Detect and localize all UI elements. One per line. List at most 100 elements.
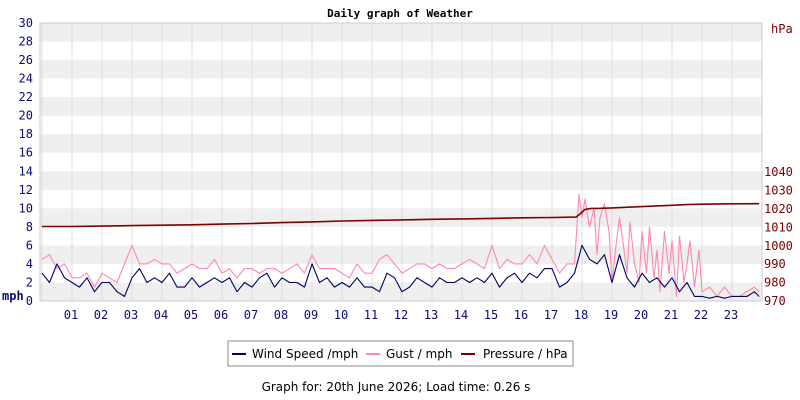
series-layer — [41, 193, 760, 299]
data-point-pressure — [758, 203, 760, 205]
data-point-gust — [56, 268, 58, 269]
data-point-gust — [319, 268, 320, 269]
data-point-wind — [529, 272, 530, 274]
x-tick-label: 12 — [394, 308, 408, 322]
data-point-wind — [334, 286, 335, 288]
data-point-wind — [304, 286, 305, 288]
data-point-wind — [131, 277, 133, 279]
x-tick-label: 02 — [94, 308, 108, 322]
data-point-wind — [259, 277, 260, 279]
x-tick-label: 20 — [634, 308, 648, 322]
data-point-wind — [656, 277, 658, 279]
data-point-gust — [184, 268, 185, 269]
data-point-wind — [611, 282, 613, 283]
data-point-gust — [139, 263, 140, 265]
data-point-pressure — [491, 218, 493, 219]
legend-label-wind: Wind Speed /mph — [252, 347, 358, 361]
data-point-wind — [506, 277, 508, 279]
data-point-wind — [559, 286, 560, 288]
data-point-pressure — [281, 222, 283, 224]
data-point-gust — [401, 272, 403, 274]
grid-band — [40, 282, 762, 301]
data-point-gust — [724, 286, 725, 288]
data-point-wind — [49, 282, 50, 283]
x-tick-label: 19 — [604, 308, 618, 322]
data-point-wind — [371, 286, 373, 288]
right-tick-label: 1030 — [764, 184, 793, 198]
data-point-wind — [701, 296, 703, 297]
x-tick-label: 22 — [694, 308, 708, 322]
x-tick-label: 11 — [364, 308, 378, 322]
data-point-gust — [49, 254, 50, 256]
data-point-gust — [124, 263, 125, 265]
legend-label-gust: Gust / mph — [386, 347, 452, 361]
data-point-wind — [754, 291, 755, 293]
data-point-gust — [646, 272, 647, 274]
data-point-pressure — [431, 218, 433, 220]
data-point-wind — [281, 277, 283, 279]
data-point-pressure — [311, 221, 313, 223]
x-tick-label: 14 — [454, 308, 468, 322]
data-point-wind — [191, 277, 193, 279]
data-point-wind — [619, 254, 620, 256]
data-point-wind — [746, 296, 748, 297]
data-point-wind — [109, 282, 110, 283]
data-point-gust — [584, 198, 586, 200]
data-point-gust — [446, 268, 448, 269]
data-point-wind — [56, 263, 58, 265]
data-point-wind — [364, 286, 365, 288]
left-tick-label: 18 — [19, 127, 33, 141]
data-point-gust — [356, 263, 358, 265]
data-point-pressure — [641, 206, 643, 208]
data-point-gust — [206, 268, 208, 269]
data-point-wind — [244, 282, 245, 283]
data-point-gust — [154, 258, 155, 260]
data-point-gust — [41, 258, 43, 260]
grid-band — [40, 60, 762, 79]
data-point-gust — [116, 282, 118, 283]
data-point-gust — [221, 272, 223, 274]
left-tick-label: 2 — [26, 275, 33, 289]
data-point-wind — [349, 286, 350, 288]
data-point-gust — [431, 268, 433, 269]
data-point-gust — [514, 263, 515, 265]
data-point-gust — [664, 231, 665, 232]
data-point-wind — [274, 286, 275, 288]
x-tick-label: 10 — [334, 308, 348, 322]
data-point-wind — [86, 277, 88, 279]
data-point-gust — [266, 268, 268, 269]
data-point-wind — [641, 272, 643, 274]
data-point-gust — [161, 263, 163, 265]
data-point-wind — [694, 296, 695, 297]
data-point-gust — [469, 258, 470, 260]
data-point-wind — [521, 282, 523, 283]
data-point-wind — [386, 272, 388, 274]
left-tick-label: 8 — [26, 220, 33, 234]
data-point-wind — [221, 282, 223, 283]
data-point-wind — [206, 282, 208, 283]
data-point-pressure — [611, 207, 613, 209]
data-point-gust — [289, 268, 290, 269]
data-point-pressure — [251, 223, 253, 224]
x-tick-label: 15 — [484, 308, 498, 322]
data-point-wind — [454, 282, 455, 283]
data-point-pressure — [401, 219, 403, 221]
data-point-wind — [476, 277, 478, 279]
data-point-gust — [364, 272, 365, 274]
data-point-gust — [679, 235, 680, 237]
data-point-wind — [41, 272, 43, 274]
left-tick-label: 24 — [19, 72, 33, 86]
data-point-gust — [683, 282, 685, 283]
x-tick-label: 18 — [574, 308, 588, 322]
right-tick-label: 980 — [764, 276, 786, 290]
data-point-gust — [334, 268, 335, 269]
data-point-wind — [536, 277, 538, 279]
data-point-wind — [266, 272, 268, 274]
left-tick-label: 12 — [19, 183, 33, 197]
data-point-pressure — [341, 220, 343, 222]
data-point-wind — [716, 296, 718, 297]
data-point-wind — [124, 296, 125, 297]
data-point-wind — [79, 286, 80, 288]
data-point-gust — [499, 268, 500, 269]
